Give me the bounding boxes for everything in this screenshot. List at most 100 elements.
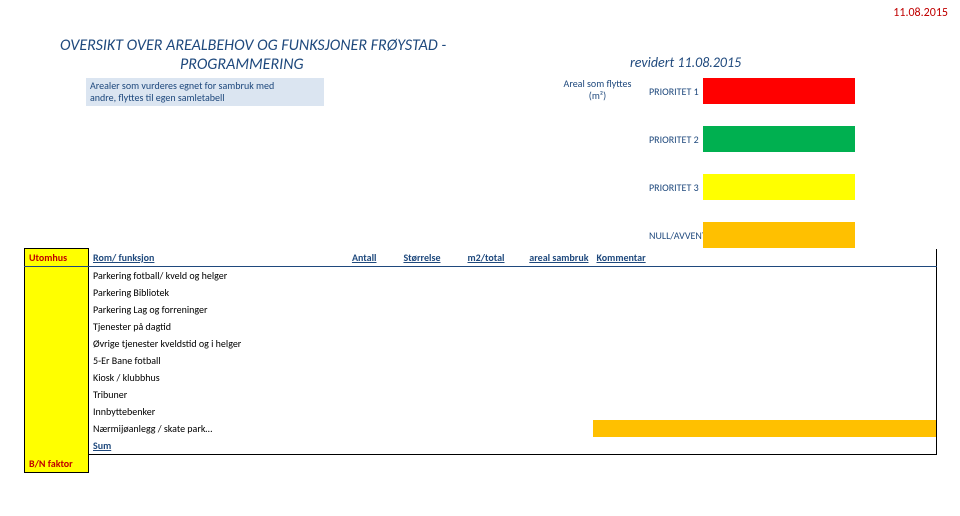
value-cell xyxy=(381,301,445,318)
value-cell xyxy=(509,420,593,437)
value-cell xyxy=(509,369,593,386)
kommentar-cell xyxy=(593,420,937,437)
kommentar-cell xyxy=(593,318,937,335)
areal-line2: (m²) xyxy=(555,90,640,102)
table-row: Kiosk / klubbhus xyxy=(25,369,937,386)
value-cell xyxy=(381,335,445,352)
category-cell xyxy=(25,369,89,386)
kommentar-cell xyxy=(593,437,937,455)
sum-label: Sum xyxy=(89,437,325,455)
value-cell xyxy=(381,403,445,420)
kommentar-cell xyxy=(593,386,937,403)
category-cell xyxy=(25,267,89,285)
revised-date: revidert 11.08.2015 xyxy=(630,54,741,71)
value-cell xyxy=(445,420,509,437)
value-cell xyxy=(325,437,381,455)
page: 11.08.2015 OVERSIKT OVER AREALBEHOV OG F… xyxy=(0,0,960,516)
table-row: Øvrige tjenester kveldstid og i helger xyxy=(25,335,937,352)
value-cell xyxy=(509,318,593,335)
table-body: Parkering fotball/ kveld og helgerParker… xyxy=(25,267,937,473)
rom-cell: Parkering Lag og forreninger xyxy=(89,301,325,318)
value-cell xyxy=(381,437,445,455)
value-cell xyxy=(325,335,381,352)
value-cell xyxy=(325,403,381,420)
kommentar-cell xyxy=(593,335,937,352)
table-row: Innbyttebenker xyxy=(25,403,937,420)
sum-row: Sum xyxy=(25,437,937,455)
col-arealsambruk: areal sambruk xyxy=(509,249,593,267)
kommentar-cell xyxy=(593,369,937,386)
table-row: Nærmijøanlegg / skate park… xyxy=(25,420,937,437)
col-rom: Rom/ funksjon xyxy=(89,249,325,267)
col-storrelse: Størrelse xyxy=(381,249,445,267)
value-cell xyxy=(445,335,509,352)
table-row: Parkering fotball/ kveld og helger xyxy=(25,267,937,285)
title: OVERSIKT OVER AREALBEHOV OG FUNKSJONER F… xyxy=(60,36,446,74)
value-cell xyxy=(445,284,509,301)
category-cell xyxy=(25,420,89,437)
rom-cell: Øvrige tjenester kveldstid og i helger xyxy=(89,335,325,352)
value-cell xyxy=(325,420,381,437)
value-cell xyxy=(325,267,381,285)
rom-cell: Parkering Bibliotek xyxy=(89,284,325,301)
category-cell xyxy=(25,301,89,318)
title-line2: PROGRAMMERING xyxy=(60,55,446,74)
areal-flyttes-label: Areal som flyttes (m²) xyxy=(555,78,640,102)
title-line1: OVERSIKT OVER AREALBEHOV OG FUNKSJONER F… xyxy=(60,36,446,55)
priority-2-swatch xyxy=(703,126,855,152)
value-cell xyxy=(509,284,593,301)
empty-cell xyxy=(325,455,381,473)
empty-cell xyxy=(89,455,325,473)
category-cell xyxy=(25,386,89,403)
value-cell xyxy=(381,352,445,369)
value-cell xyxy=(509,301,593,318)
value-cell xyxy=(381,267,445,285)
col-kommentar: Kommentar xyxy=(593,249,937,267)
value-cell xyxy=(381,284,445,301)
rom-cell: Nærmijøanlegg / skate park… xyxy=(89,420,325,437)
value-cell xyxy=(509,403,593,420)
col-antall: Antall xyxy=(325,249,381,267)
bn-label: B/N faktor xyxy=(25,455,89,473)
category-cell xyxy=(25,437,89,455)
kommentar-cell xyxy=(593,403,937,420)
value-cell xyxy=(445,352,509,369)
value-cell xyxy=(325,352,381,369)
subnote: Arealer som vurderes egnet for sambruk m… xyxy=(86,78,324,106)
kommentar-cell xyxy=(593,267,937,285)
value-cell xyxy=(445,369,509,386)
arealbehov-table: Utomhus Rom/ funksjon Antall Størrelse m… xyxy=(24,248,937,473)
bn-row: B/N faktor xyxy=(25,455,937,473)
empty-cell xyxy=(381,455,445,473)
value-cell xyxy=(325,369,381,386)
priority-3-label: PRIORITET 3 xyxy=(649,181,699,194)
rom-cell: Kiosk / klubbhus xyxy=(89,369,325,386)
category-cell xyxy=(25,335,89,352)
value-cell xyxy=(509,386,593,403)
priority-4-swatch xyxy=(703,222,855,248)
rom-cell: 5-Er Bane fotball xyxy=(89,352,325,369)
table-header-row: Utomhus Rom/ funksjon Antall Størrelse m… xyxy=(25,249,937,267)
priority-1-label: PRIORITET 1 xyxy=(649,85,699,98)
value-cell xyxy=(445,403,509,420)
value-cell xyxy=(381,420,445,437)
value-cell xyxy=(381,318,445,335)
value-cell xyxy=(445,386,509,403)
category-header: Utomhus xyxy=(25,249,89,267)
rom-cell: Parkering fotball/ kveld og helger xyxy=(89,267,325,285)
value-cell xyxy=(445,267,509,285)
rom-cell: Innbyttebenker xyxy=(89,403,325,420)
table-row: Tribuner xyxy=(25,386,937,403)
value-cell xyxy=(445,437,509,455)
table-row: 5-Er Bane fotball xyxy=(25,352,937,369)
rom-cell: Tribuner xyxy=(89,386,325,403)
value-cell xyxy=(325,284,381,301)
value-cell xyxy=(509,267,593,285)
rom-cell: Tjenester på dagtid xyxy=(89,318,325,335)
value-cell xyxy=(509,335,593,352)
subnote-line2: andre, flyttes til egen samletabell xyxy=(90,92,320,104)
empty-cell xyxy=(509,455,593,473)
value-cell xyxy=(325,318,381,335)
top-date: 11.08.2015 xyxy=(893,6,948,20)
table-wrap: Utomhus Rom/ funksjon Antall Størrelse m… xyxy=(24,248,936,473)
